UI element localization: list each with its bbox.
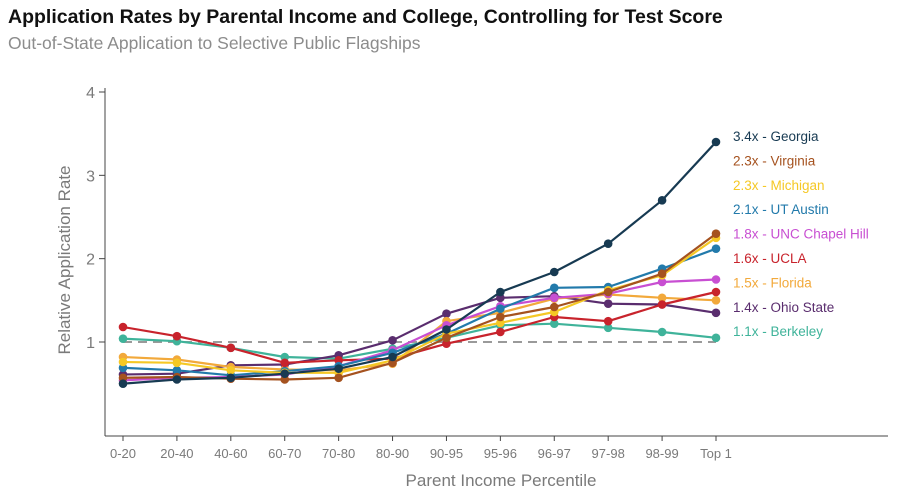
- data-point: [442, 333, 451, 343]
- data-point: [118, 334, 128, 343]
- data-point: [549, 319, 559, 328]
- series-line: [122, 293, 717, 372]
- data-point: [118, 322, 128, 332]
- data-point: [711, 333, 721, 343]
- y-tick-label: 4: [86, 85, 95, 102]
- data-point: [118, 357, 128, 367]
- data-point: [118, 379, 128, 388]
- data-point: [496, 327, 505, 337]
- x-tick-label: 96-97: [538, 446, 571, 461]
- data-point: [657, 196, 667, 205]
- data-point: [388, 336, 397, 345]
- legend-entry: 2.1x - UT Austin: [733, 202, 829, 217]
- data-point: [172, 358, 182, 368]
- data-point: [172, 366, 182, 375]
- chart-subtitle: Out-of-State Application to Selective Pu…: [8, 33, 421, 53]
- data-point: [496, 304, 505, 313]
- data-point: [603, 323, 613, 333]
- data-point: [603, 299, 613, 308]
- data-point: [442, 325, 451, 334]
- data-point: [172, 375, 182, 384]
- data-point: [280, 369, 290, 378]
- data-point: [442, 309, 451, 318]
- x-tick-label: 97-98: [592, 446, 625, 461]
- data-point: [388, 352, 397, 362]
- data-point: [226, 373, 236, 383]
- series-virginia: [118, 229, 721, 384]
- data-point: [172, 331, 182, 341]
- series-ohio-state: [118, 291, 721, 379]
- legend-entry: 1.6x - UCLA: [733, 251, 807, 266]
- data-point: [657, 269, 667, 278]
- x-tick-label: 20-40: [160, 446, 193, 461]
- legend-entry: 2.3x - Virginia: [733, 153, 816, 168]
- series-line: [122, 236, 717, 374]
- data-point: [603, 316, 613, 326]
- series-line: [122, 295, 717, 376]
- data-point: [657, 293, 667, 303]
- series-line: [122, 247, 717, 377]
- data-point: [334, 373, 343, 383]
- y-tick-label: 3: [86, 168, 95, 185]
- legend-entry: 1.8x - UNC Chapel Hill: [733, 227, 869, 242]
- legend: 3.4x - Georgia 2.3x - Virginia 2.3x - Mich…: [733, 129, 869, 339]
- data-point: [549, 302, 559, 312]
- x-tick-label: 40-60: [214, 446, 247, 461]
- data-point: [280, 358, 290, 368]
- x-tick-label: 80-90: [376, 446, 409, 461]
- x-tick-label: 95-96: [484, 446, 517, 461]
- data-point: [226, 366, 236, 375]
- x-tick-label: Top 1: [700, 446, 732, 461]
- data-point: [711, 308, 721, 318]
- data-point: [657, 327, 667, 337]
- data-point: [711, 244, 721, 253]
- legend-entry: 1.4x - Ohio State: [733, 300, 834, 315]
- data-point: [711, 287, 721, 297]
- legend-entry: 2.3x - Michigan: [733, 178, 825, 193]
- data-point: [549, 267, 559, 277]
- series-michigan: [118, 233, 721, 378]
- y-tick-labels: 1 2 3 4: [86, 85, 105, 352]
- x-tick-label: 70-80: [322, 446, 355, 461]
- series-line: [122, 232, 717, 381]
- series-ut-austin: [118, 244, 721, 380]
- data-point: [711, 229, 721, 238]
- series-georgia: [118, 137, 721, 388]
- data-point: [711, 275, 721, 284]
- x-tick-label: 0-20: [110, 446, 136, 461]
- x-tick-label: 98-99: [645, 446, 678, 461]
- y-tick-label: 1: [86, 335, 95, 352]
- data-point: [711, 296, 721, 305]
- axes: [104, 88, 888, 437]
- y-tick-label: 2: [86, 252, 95, 269]
- x-axis-label: Parent Income Percentile: [406, 471, 597, 490]
- data-point: [603, 287, 613, 297]
- y-axis-label: Relative Application Rate: [55, 165, 74, 354]
- data-point: [657, 277, 667, 287]
- data-point: [334, 364, 343, 373]
- legend-entry: 1.1x - Berkeley: [733, 324, 823, 339]
- data-point: [226, 343, 236, 353]
- data-point: [711, 137, 721, 147]
- data-point: [496, 287, 505, 297]
- x-tick-label: 60-70: [268, 446, 301, 461]
- series-lines: [118, 137, 721, 388]
- chart-title: Application Rates by Parental Income and…: [8, 6, 723, 28]
- data-point: [496, 312, 505, 322]
- series-florida: [118, 290, 721, 375]
- data-point: [549, 283, 559, 293]
- x-tick-labels: 0-20 20-40 40-60 60-70 70-80 80-90 90-95 95-96 9…: [110, 436, 732, 461]
- x-tick-label: 90-95: [430, 446, 463, 461]
- legend-entry: 3.4x - Georgia: [733, 129, 819, 144]
- series-line: [122, 141, 717, 385]
- data-point: [657, 300, 667, 309]
- data-point: [549, 293, 559, 303]
- legend-entry: 1.5x - Florida: [733, 275, 812, 290]
- data-point: [603, 239, 613, 248]
